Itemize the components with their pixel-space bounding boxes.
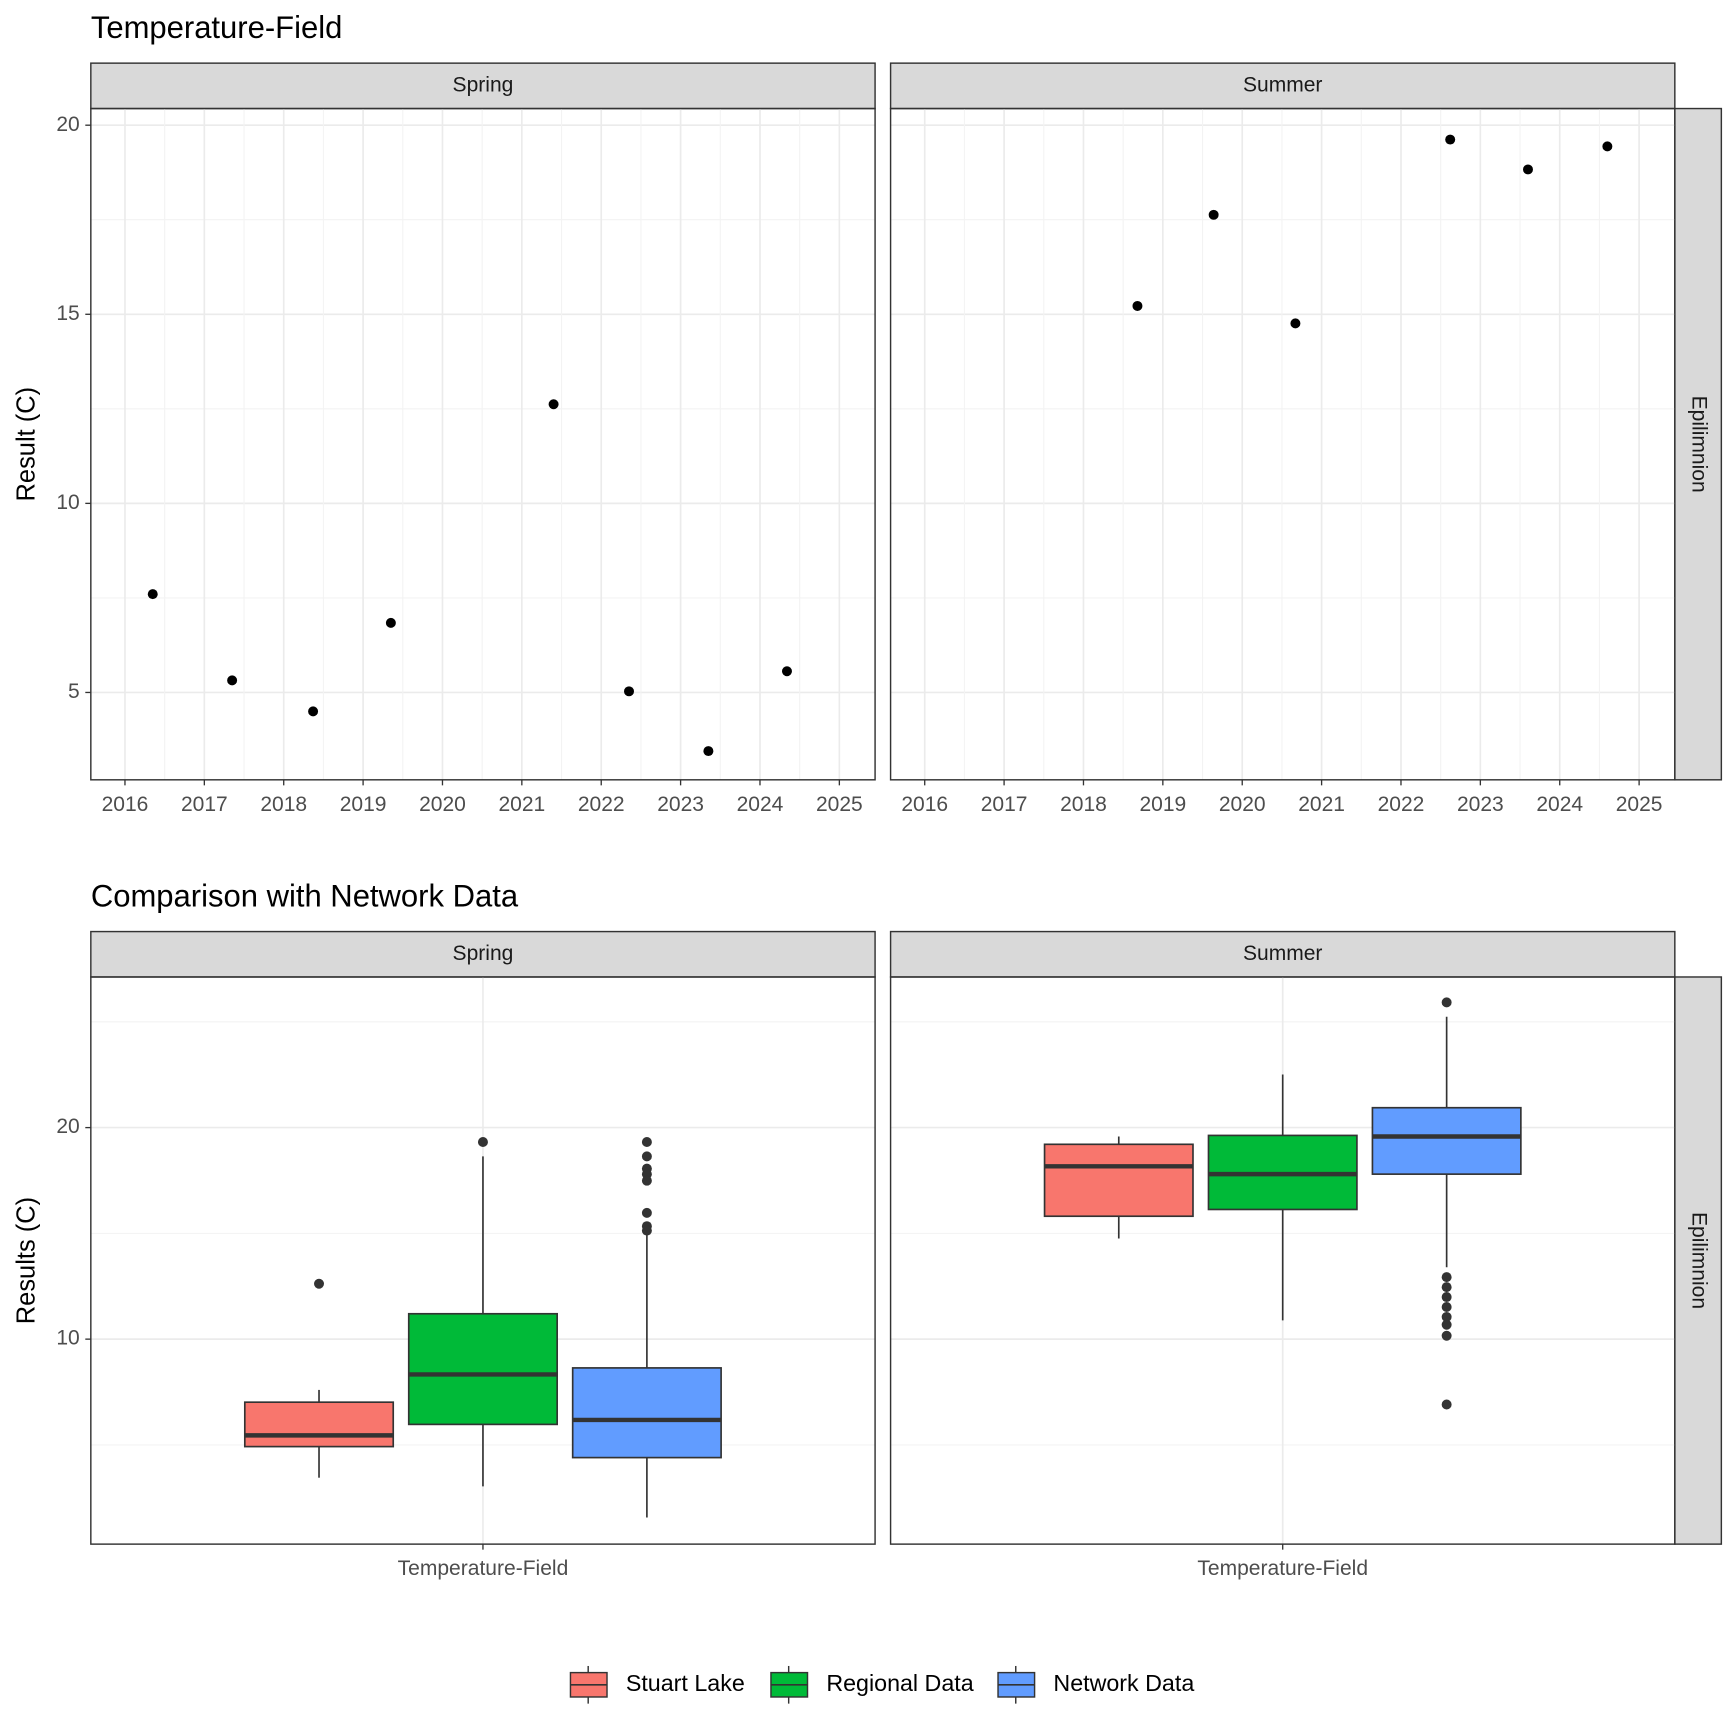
point	[548, 399, 559, 410]
x-tick-label: 2022	[1378, 793, 1425, 816]
x-tick-label: 2022	[578, 793, 625, 816]
y-tick-label: 5	[68, 680, 80, 703]
outlier	[1441, 997, 1452, 1008]
point	[1132, 300, 1143, 311]
point	[308, 706, 319, 717]
strip-right	[1674, 107, 1723, 781]
x-tick-label: 2016	[901, 793, 948, 816]
point	[781, 666, 792, 677]
box	[1043, 1143, 1194, 1218]
point	[703, 746, 714, 757]
x-tick-label: 2021	[1298, 793, 1345, 816]
y-tick-label: 20	[56, 113, 79, 136]
legend-label: Network Data	[1053, 1670, 1194, 1696]
box	[1371, 1106, 1522, 1175]
point	[147, 589, 158, 600]
point	[385, 617, 396, 628]
x-tick-label: 2023	[657, 793, 704, 816]
point	[227, 675, 238, 686]
y-tick-label: 20	[56, 1115, 79, 1138]
box	[571, 1367, 722, 1459]
strip	[90, 930, 876, 978]
strip-label: Spring	[453, 73, 514, 96]
x-tick-label: 2025	[1616, 793, 1663, 816]
x-tick-label: 2018	[260, 793, 307, 816]
strip-label: Summer	[1243, 73, 1322, 96]
point	[1602, 141, 1613, 152]
x-tick-label: 2017	[181, 793, 228, 816]
strip-label: Spring	[453, 942, 514, 965]
strip-label: Summer	[1243, 942, 1322, 965]
outlier	[314, 1278, 324, 1289]
point	[1208, 209, 1219, 220]
outlier	[1441, 1311, 1452, 1322]
x-tick-label: 2017	[981, 793, 1028, 816]
y-axis-label: Result (C)	[12, 387, 40, 502]
x-tick-label: 2023	[1457, 793, 1504, 816]
chart-title: Comparison with Network Data	[91, 879, 519, 914]
x-tick-label: 2016	[102, 793, 149, 816]
outlier	[641, 1225, 652, 1236]
y-tick-label: 10	[56, 1327, 79, 1350]
x-tick-label: 2024	[1536, 793, 1583, 816]
y-axis-label: Results (C)	[12, 1197, 40, 1324]
strip	[90, 62, 876, 110]
x-tick-label: Temperature-Field	[398, 1557, 569, 1580]
x-tick-label: Temperature-Field	[1197, 1557, 1368, 1580]
strip-right-label: Epilimnion	[1688, 1212, 1711, 1309]
x-tick-label: 2021	[498, 793, 545, 816]
box	[407, 1312, 558, 1426]
box	[243, 1401, 395, 1448]
outlier	[641, 1151, 652, 1162]
point	[1445, 134, 1456, 145]
legend-label: Regional Data	[826, 1670, 973, 1696]
outlier	[1441, 1282, 1452, 1293]
x-tick-label: 2020	[419, 793, 466, 816]
outlier	[641, 1175, 652, 1186]
panel-border	[889, 107, 1676, 781]
outlier	[477, 1137, 488, 1147]
strip-right-label: Epilimnion	[1688, 396, 1711, 493]
x-tick-label: 2019	[1139, 793, 1186, 816]
outlier	[1441, 1330, 1452, 1341]
panel-border	[889, 976, 1676, 1545]
chart-title: Temperature-Field	[91, 10, 343, 45]
outlier	[1441, 1319, 1452, 1330]
outlier	[1441, 1272, 1452, 1283]
point	[1290, 318, 1301, 329]
outlier	[641, 1137, 652, 1147]
x-tick-label: 2020	[1219, 793, 1266, 816]
x-tick-label: 2019	[340, 793, 387, 816]
point	[624, 686, 634, 697]
y-tick-label: 10	[56, 491, 79, 514]
outlier	[641, 1207, 652, 1218]
strip	[889, 62, 1676, 110]
outlier	[1441, 1399, 1452, 1410]
x-tick-label: 2018	[1060, 793, 1107, 816]
panel-border	[90, 107, 876, 781]
x-tick-label: 2025	[816, 793, 863, 816]
panel-border	[90, 976, 876, 1545]
x-tick-label: 2024	[737, 793, 784, 816]
y-tick-label: 15	[56, 302, 79, 325]
outlier	[1441, 1292, 1452, 1303]
point	[1522, 164, 1533, 175]
legend-label: Stuart Lake	[626, 1670, 745, 1696]
strip-right	[1674, 976, 1723, 1545]
outlier	[1441, 1302, 1452, 1312]
